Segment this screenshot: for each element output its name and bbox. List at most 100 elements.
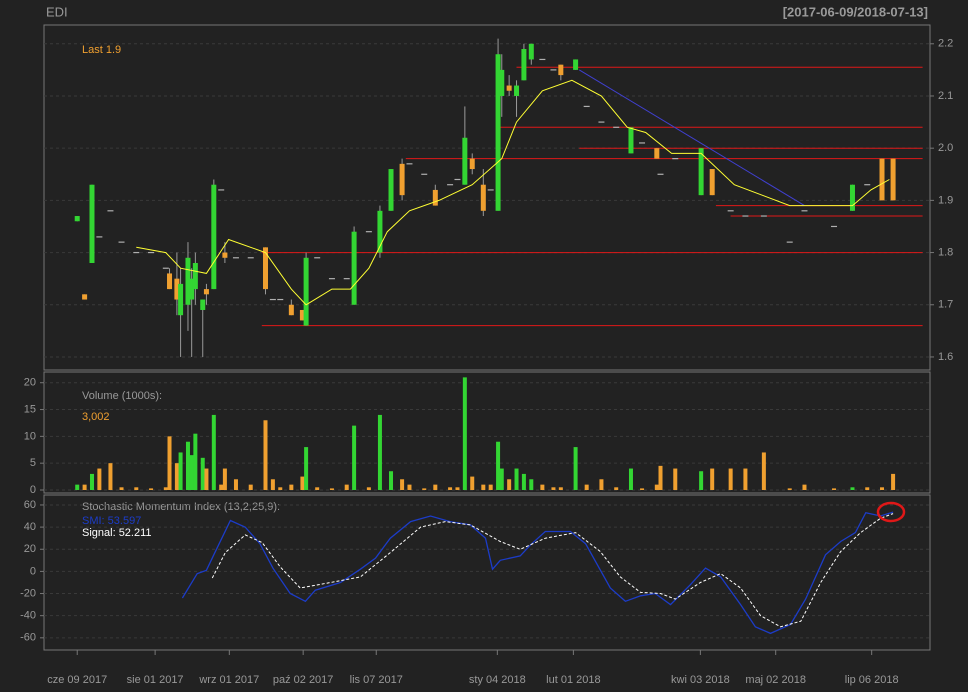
volume-bar bbox=[496, 441, 501, 490]
volume-title: Volume (1000s): bbox=[82, 390, 162, 402]
volume-bar bbox=[673, 468, 678, 490]
volume-bar bbox=[787, 488, 792, 490]
candle-body bbox=[514, 85, 520, 96]
candle-body bbox=[879, 158, 885, 201]
candle-body bbox=[495, 54, 501, 211]
volume-bar bbox=[470, 476, 475, 490]
volume-bar bbox=[108, 463, 113, 490]
candle-body bbox=[698, 148, 704, 196]
series-line bbox=[211, 513, 894, 628]
x-tick-label: lut 01 2018 bbox=[546, 674, 600, 686]
volume-bar bbox=[97, 468, 102, 490]
y-tick-label: 0 bbox=[30, 565, 36, 577]
volume-bar bbox=[407, 484, 412, 490]
volume-bar bbox=[344, 484, 349, 490]
volume-bar bbox=[222, 468, 227, 490]
candle-body bbox=[222, 252, 228, 258]
volume-bar bbox=[300, 476, 305, 490]
volume-bar bbox=[270, 479, 275, 490]
signal-label: Signal: 52.211 bbox=[82, 527, 152, 539]
volume-bar bbox=[448, 487, 453, 490]
candle-body bbox=[399, 163, 405, 196]
y-tick-label: 60 bbox=[24, 499, 36, 511]
candle-body bbox=[654, 148, 660, 159]
candle-body bbox=[432, 189, 438, 206]
volume-bar bbox=[584, 484, 589, 490]
volume-bar bbox=[521, 473, 526, 490]
panel-frame bbox=[43, 371, 931, 494]
volume-bar bbox=[481, 484, 486, 490]
candle-body bbox=[263, 247, 268, 290]
volume-bar bbox=[329, 488, 334, 490]
volume-bar bbox=[304, 447, 309, 490]
candle-body bbox=[377, 210, 383, 253]
volume-bar bbox=[699, 471, 704, 490]
volume-bar bbox=[761, 452, 766, 490]
candle-body bbox=[174, 278, 180, 300]
y-tick-label: 15 bbox=[24, 403, 36, 415]
x-tick-label: maj 02 2018 bbox=[745, 674, 806, 686]
x-tick-label: paź 02 2017 bbox=[273, 674, 334, 686]
candle-body bbox=[469, 158, 475, 170]
volume-bar bbox=[599, 479, 604, 490]
x-tick-label: kwi 03 2018 bbox=[671, 674, 730, 686]
y-tick-label: 10 bbox=[24, 430, 36, 442]
candle-body bbox=[480, 184, 486, 211]
candle-body bbox=[288, 304, 294, 316]
candle-body bbox=[573, 59, 579, 70]
x-tick-label: cze 09 2017 bbox=[47, 674, 107, 686]
candle-body bbox=[351, 231, 357, 305]
candle-body bbox=[521, 49, 527, 81]
y-tick-label: -60 bbox=[20, 632, 36, 644]
x-tick-label: sie 01 2017 bbox=[127, 674, 184, 686]
candle-body bbox=[709, 169, 715, 196]
candle-body bbox=[167, 273, 173, 290]
volume-bar bbox=[654, 484, 659, 490]
trend-line bbox=[579, 69, 805, 207]
y-tick-label: 2.2 bbox=[938, 38, 953, 50]
candle-body bbox=[528, 43, 534, 60]
volume-bar bbox=[400, 479, 405, 490]
candle-body bbox=[388, 169, 394, 211]
volume-bar bbox=[865, 487, 870, 490]
candle-body bbox=[74, 216, 80, 222]
volume-bar bbox=[211, 414, 216, 490]
volume-bar bbox=[558, 487, 563, 490]
candle-body bbox=[628, 127, 634, 154]
volume-bar bbox=[248, 484, 253, 490]
volume-bar bbox=[614, 487, 619, 490]
volume-bar bbox=[75, 484, 80, 490]
candle-body bbox=[558, 64, 564, 76]
candle-body bbox=[462, 137, 468, 185]
volume-bar bbox=[119, 487, 124, 490]
candle-body bbox=[82, 294, 88, 300]
volume-bar bbox=[200, 457, 205, 490]
volume-bar bbox=[315, 487, 320, 490]
volume-bar bbox=[163, 487, 168, 490]
volume-bar bbox=[499, 468, 504, 490]
y-tick-label: 1.8 bbox=[938, 246, 953, 258]
volume-bar bbox=[174, 463, 179, 490]
candle-body bbox=[203, 289, 209, 295]
highlight-circle bbox=[876, 501, 906, 523]
date-range: [2017-06-09/2018-07-13] bbox=[783, 4, 928, 19]
volume-bar bbox=[278, 487, 283, 490]
y-tick-label: 2.1 bbox=[938, 90, 953, 102]
candle-body bbox=[849, 184, 855, 211]
volume-bar bbox=[185, 441, 190, 490]
volume-bar bbox=[540, 484, 545, 490]
volume-bar bbox=[462, 377, 467, 490]
y-tick-label: 1.6 bbox=[938, 351, 953, 363]
candle-body bbox=[499, 69, 505, 96]
y-tick-label: 2.0 bbox=[938, 142, 953, 154]
x-tick-label: lip 06 2018 bbox=[845, 674, 899, 686]
volume-bar bbox=[488, 484, 493, 490]
volume-bar bbox=[422, 488, 427, 490]
volume-bar bbox=[149, 488, 154, 490]
y-tick-label: -40 bbox=[20, 610, 36, 622]
candle-body bbox=[192, 263, 198, 290]
volume-bar bbox=[204, 468, 209, 490]
volume-bar bbox=[743, 468, 748, 490]
